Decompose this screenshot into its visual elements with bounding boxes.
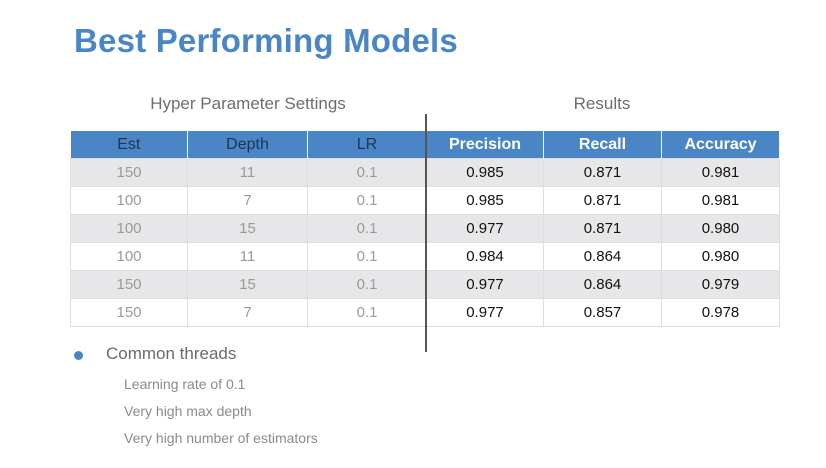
cell-accuracy: 0.979: [661, 270, 780, 299]
cell-accuracy: 0.981: [661, 158, 780, 187]
column-header-precision: Precision: [426, 131, 544, 159]
cell-lr: 0.1: [307, 158, 427, 187]
cell-recall: 0.871: [543, 186, 662, 215]
results-heading: Results: [573, 94, 631, 113]
cell-precision: 0.977: [426, 298, 544, 327]
cell-lr: 0.1: [307, 214, 427, 243]
cell-est: 100: [70, 242, 188, 271]
cell-depth: 7: [187, 298, 308, 327]
table-row: 100 15 0.1 0.977 0.871 0.980: [70, 214, 780, 243]
cell-recall: 0.864: [543, 270, 662, 299]
cell-depth: 15: [187, 214, 308, 243]
cell-est: 150: [70, 158, 188, 187]
cell-lr: 0.1: [307, 270, 427, 299]
cell-lr: 0.1: [307, 242, 427, 271]
cell-depth: 11: [187, 158, 308, 187]
cell-lr: 0.1: [307, 298, 427, 327]
cell-depth: 11: [187, 242, 308, 271]
sub-bullet-estimators: Very high number of estimators: [124, 430, 318, 446]
cell-precision: 0.977: [426, 214, 544, 243]
cell-est: 100: [70, 186, 188, 215]
cell-precision: 0.977: [426, 270, 544, 299]
column-header-recall: Recall: [543, 131, 662, 159]
cell-recall: 0.871: [543, 158, 662, 187]
cell-precision: 0.984: [426, 242, 544, 271]
cell-recall: 0.864: [543, 242, 662, 271]
cell-depth: 15: [187, 270, 308, 299]
column-header-depth: Depth: [187, 131, 308, 159]
cell-accuracy: 0.980: [661, 242, 780, 271]
section-divider: [425, 114, 427, 352]
table-row: 150 11 0.1 0.985 0.871 0.981: [70, 158, 780, 187]
cell-est: 150: [70, 270, 188, 299]
hyper-parameter-heading: Hyper Parameter Settings: [150, 94, 346, 113]
bullet-common-threads: Common threads: [106, 344, 237, 363]
bullet-dot-icon: [74, 351, 83, 360]
cell-precision: 0.985: [426, 158, 544, 187]
cell-depth: 7: [187, 186, 308, 215]
cell-accuracy: 0.981: [661, 186, 780, 215]
column-header-est: Est: [70, 131, 188, 159]
cell-recall: 0.857: [543, 298, 662, 327]
cell-est: 150: [70, 298, 188, 327]
table-header-row: Est Depth LR Precision Recall Accuracy: [70, 131, 780, 159]
sub-bullet-learning-rate: Learning rate of 0.1: [124, 376, 246, 392]
sub-bullet-max-depth: Very high max depth: [124, 403, 252, 419]
slide-title: Best Performing Models: [74, 22, 458, 59]
table-row: 150 7 0.1 0.977 0.857 0.978: [70, 298, 780, 327]
results-table: Est Depth LR Precision Recall Accuracy 1…: [70, 131, 780, 327]
cell-est: 100: [70, 214, 188, 243]
table-row: 100 11 0.1 0.984 0.864 0.980: [70, 242, 780, 271]
cell-precision: 0.985: [426, 186, 544, 215]
cell-recall: 0.871: [543, 214, 662, 243]
cell-accuracy: 0.980: [661, 214, 780, 243]
table-row: 100 7 0.1 0.985 0.871 0.981: [70, 186, 780, 215]
cell-lr: 0.1: [307, 186, 427, 215]
column-header-accuracy: Accuracy: [661, 131, 780, 159]
table-row: 150 15 0.1 0.977 0.864 0.979: [70, 270, 780, 299]
column-header-lr: LR: [307, 131, 427, 159]
cell-accuracy: 0.978: [661, 298, 780, 327]
